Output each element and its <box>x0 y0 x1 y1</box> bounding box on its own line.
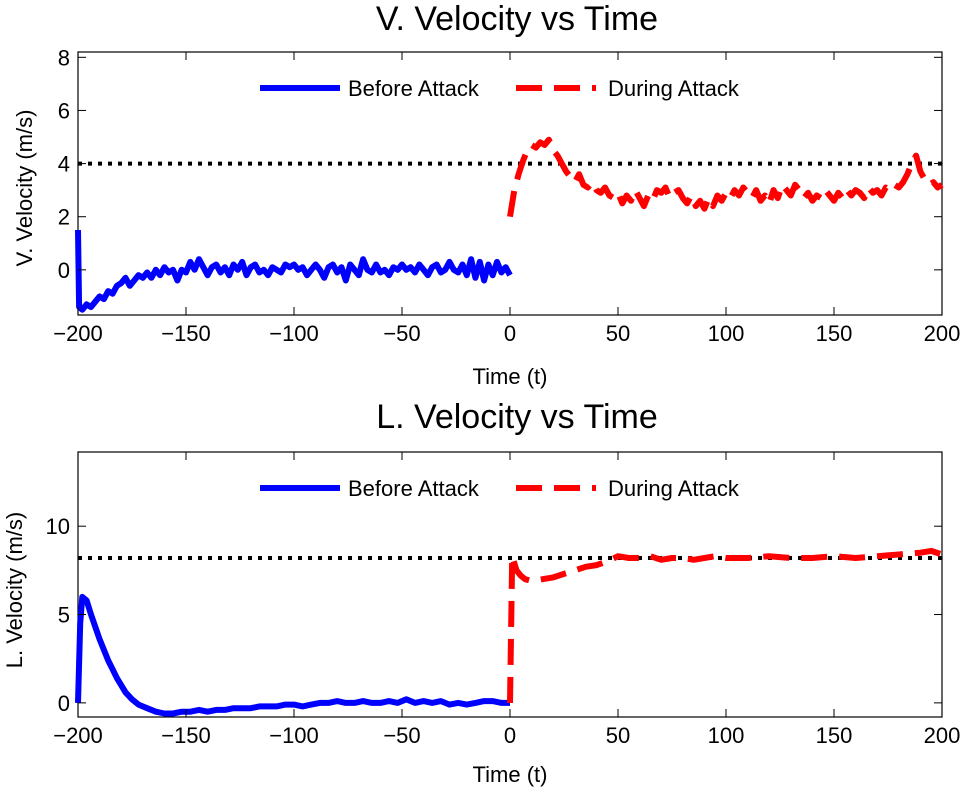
x-tick-label: −50 <box>383 723 420 748</box>
x-tick-label: 50 <box>606 321 630 346</box>
series-layer <box>75 547 943 717</box>
x-axis-label: Time (t) <box>473 364 548 389</box>
x-tick-label: −100 <box>269 321 319 346</box>
legend: Before Attack During Attack <box>260 476 740 501</box>
series-line-during-attack <box>507 136 944 218</box>
y-tick-label: 0 <box>58 691 70 716</box>
x-tick-label: 200 <box>924 723 961 748</box>
y-tick-label: 8 <box>58 45 70 70</box>
x-tick-label: −200 <box>53 321 103 346</box>
series-layer <box>75 136 944 313</box>
y-axis-label: L. Velocity (m/s) <box>2 512 27 668</box>
series-line-before-attack <box>75 593 510 717</box>
x-tick-label: −100 <box>269 723 319 748</box>
x-tick-label: −50 <box>383 321 420 346</box>
x-tick-label: 150 <box>816 723 853 748</box>
x-tick-label: 0 <box>504 723 516 748</box>
tick-layer: −200 −150 −100 −50 0 50 100 150 200 0 2 4 6 8 <box>53 45 960 346</box>
legend-label-before-attack: Before Attack <box>348 476 480 501</box>
legend-label-during-attack: During Attack <box>608 476 740 501</box>
x-tick-label: 0 <box>504 321 516 346</box>
tick-layer: −200 −150 −100 −50 0 50 100 150 200 0 5 10 <box>46 452 961 748</box>
series-line-before-attack <box>75 229 513 313</box>
legend: Before Attack During Attack <box>260 76 740 101</box>
x-tick-label: −200 <box>53 723 103 748</box>
x-tick-label: 100 <box>708 321 745 346</box>
legend-label-before-attack: Before Attack <box>348 76 480 101</box>
chart-title: V. Velocity vs Time <box>376 0 658 38</box>
x-tick-label: 100 <box>708 723 745 748</box>
y-tick-label: 2 <box>58 205 70 230</box>
l-velocity-chart: L. Velocity vs Time Time (t) L. Velocity… <box>2 398 960 787</box>
y-axis-label: V. Velocity (m/s) <box>12 110 37 267</box>
y-tick-label: 0 <box>58 258 70 283</box>
x-tick-label: 50 <box>606 723 630 748</box>
x-tick-label: 200 <box>924 321 961 346</box>
x-axis-label: Time (t) <box>473 762 548 787</box>
series-line-during-attack <box>507 547 943 703</box>
chart-title: L. Velocity vs Time <box>376 398 658 436</box>
y-tick-label: 6 <box>58 98 70 123</box>
y-tick-label: 5 <box>58 603 70 628</box>
y-tick-label: 10 <box>46 514 70 539</box>
x-tick-label: −150 <box>161 723 211 748</box>
x-tick-label: −150 <box>161 321 211 346</box>
v-velocity-chart: V. Velocity vs Time Time (t) V. Velocity… <box>12 0 960 389</box>
y-tick-label: 4 <box>58 152 70 177</box>
legend-label-during-attack: During Attack <box>608 76 740 101</box>
x-tick-label: 150 <box>816 321 853 346</box>
